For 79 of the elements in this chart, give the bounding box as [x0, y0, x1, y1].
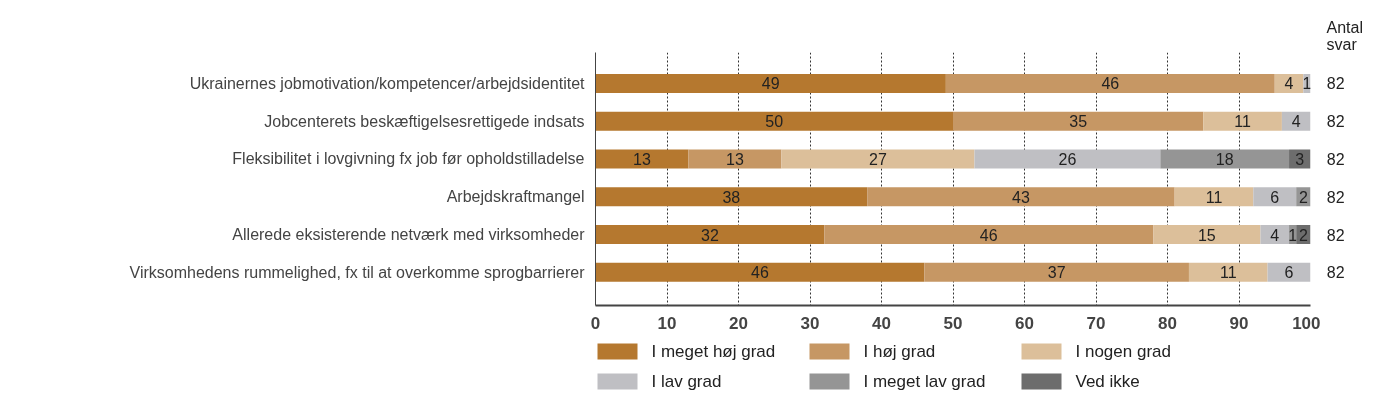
bar	[974, 149, 1161, 169]
data-label: 4	[1270, 226, 1280, 244]
x-tick-label: 80	[1158, 313, 1177, 333]
legend-label: I meget lav grad	[863, 372, 986, 391]
bar	[953, 111, 1204, 131]
y-tick-label: Jobcenterets beskæftigelsesrettigede indsats	[264, 112, 585, 130]
data-label: 2	[1298, 226, 1308, 244]
text: 82	[1326, 150, 1345, 168]
text: Antal svar	[1326, 18, 1363, 53]
data-label: 32	[701, 226, 719, 244]
x-tick-label: 40	[872, 313, 891, 333]
bar	[1160, 149, 1290, 169]
data-label: 1	[1302, 75, 1312, 93]
data-label: 26	[1058, 150, 1077, 168]
data-label: 4	[1291, 113, 1301, 131]
bar	[595, 262, 925, 282]
legend-label: I nogen grad	[1075, 342, 1171, 361]
data-label: 38	[722, 188, 741, 206]
data-label: 50	[765, 113, 784, 131]
data-label: 4	[1284, 75, 1294, 93]
data-label: 46	[1101, 75, 1120, 93]
x-tick-label: 0	[590, 313, 601, 333]
bar	[1260, 225, 1290, 244]
legend-label: I lav grad	[651, 372, 722, 391]
data-label: 43	[1012, 188, 1030, 206]
y-tick-label: Allerede eksisterende netværk med virksomheder	[232, 226, 586, 244]
data-label: 6	[1270, 188, 1280, 206]
legend-label: Ved ikke	[1075, 372, 1140, 391]
x-tick-label: 70	[1086, 313, 1106, 333]
data-label: 37	[1047, 264, 1066, 282]
x-tick-label: 20	[729, 313, 748, 333]
text: 82	[1326, 75, 1345, 93]
bar	[1267, 262, 1311, 282]
text: 82	[1326, 226, 1345, 244]
legend-label: I meget høj grad	[651, 342, 776, 361]
y-tick-label: Arbejdskraftmangel	[446, 188, 585, 206]
bar	[1174, 187, 1254, 207]
bar	[824, 225, 1154, 244]
y-tick-label: Ukrainernes jobmotivation/kompetencer/arbejdsidentitet	[189, 74, 586, 92]
x-tick-label: 50	[943, 313, 963, 333]
data-label: 27	[869, 150, 887, 168]
data-label: 1	[1288, 226, 1298, 244]
data-label: 6	[1284, 264, 1294, 282]
data-label: 18	[1215, 150, 1234, 168]
bar	[1203, 111, 1282, 131]
data-label: 3	[1295, 150, 1305, 168]
data-label: 35	[1069, 113, 1088, 131]
bar	[595, 225, 825, 244]
data-label: 49	[761, 75, 780, 93]
bar	[781, 149, 975, 169]
bar	[595, 111, 953, 131]
bar	[924, 262, 1189, 282]
data-label: 15	[1197, 226, 1216, 244]
data-label: 11	[1205, 188, 1223, 206]
x-tick-label: 90	[1229, 313, 1249, 333]
data-label: 13	[726, 150, 744, 168]
x-tick-label: 60	[1015, 313, 1034, 333]
y-tick-label: Virksomhedens rummelighed, fx til at overkomme sprogbarrierer	[129, 263, 586, 281]
bar	[1153, 225, 1261, 244]
text: 82	[1326, 264, 1345, 282]
text: 82	[1326, 113, 1345, 131]
data-label: 2	[1298, 188, 1308, 206]
data-label: 46	[979, 226, 998, 244]
x-tick-label: 30	[800, 313, 820, 333]
data-label: 11	[1219, 264, 1237, 282]
bar	[1253, 187, 1297, 207]
bar	[867, 187, 1175, 207]
data-label: 11	[1234, 113, 1251, 131]
x-tick-label: 10	[657, 313, 677, 333]
text: 82	[1326, 188, 1345, 206]
bar	[945, 74, 1275, 93]
x-tick-label: 100	[1292, 313, 1321, 333]
bar	[595, 187, 868, 207]
y-tick-label: Fleksibilitet i lovgivning fx job før opholdstilladelse	[232, 150, 585, 168]
data-label: 46	[751, 264, 769, 282]
legend-label: I høj grad	[863, 342, 936, 361]
data-label: 13	[633, 150, 651, 168]
bar	[1188, 262, 1268, 282]
bar	[595, 74, 946, 93]
